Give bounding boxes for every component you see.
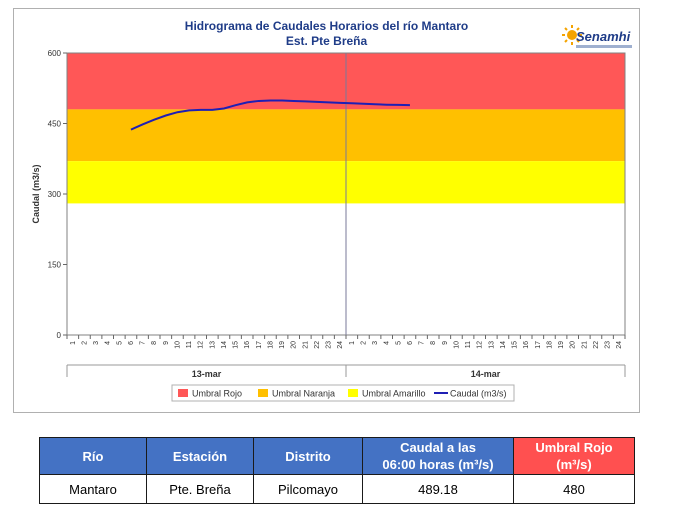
senamhi-logo: Senamhi xyxy=(562,17,632,57)
x-tick-label: 12 xyxy=(198,341,205,349)
sun-icon xyxy=(562,25,582,45)
x-tick-label: 13 xyxy=(488,341,495,349)
x-tick-label: 10 xyxy=(453,341,460,349)
table-row: Mantaro Pte. Breña Pilcomayo 489.18 480 xyxy=(39,474,635,504)
legend-swatch xyxy=(258,389,268,397)
x-tick-label: 11 xyxy=(186,341,193,348)
x-tick-label: 21 xyxy=(581,341,588,349)
x-tick-label: 8 xyxy=(430,341,437,345)
x-tick-label: 10 xyxy=(174,341,181,349)
legend-label: Umbral Naranja xyxy=(272,389,335,399)
y-tick-label: 450 xyxy=(48,120,62,129)
cell-rio: Mantaro xyxy=(39,474,147,504)
y-tick-label: 150 xyxy=(48,261,62,270)
x-tick-label: 2 xyxy=(81,341,88,345)
x-tick-label: 20 xyxy=(291,341,298,349)
y-tick-label: 600 xyxy=(48,49,62,58)
header-distrito: Distrito xyxy=(253,437,363,475)
legend-label: Umbral Amarillo xyxy=(362,389,426,399)
x-tick-label: 23 xyxy=(326,341,333,349)
x-tick-label: 1 xyxy=(349,341,356,345)
x-tick-label: 17 xyxy=(256,341,263,349)
x-tick-label: 12 xyxy=(477,341,484,349)
x-tick-label: 21 xyxy=(302,341,309,349)
series-line-caudal xyxy=(130,99,410,131)
x-tick-label: 17 xyxy=(535,341,542,349)
header-umbral-line1: Umbral Rojo xyxy=(535,440,613,455)
x-tick-label: 4 xyxy=(105,341,112,345)
x-tick-label: 18 xyxy=(546,341,553,349)
legend-label: Umbral Rojo xyxy=(192,389,242,399)
x-tick-label: 1 xyxy=(70,341,77,345)
x-tick-label: 22 xyxy=(593,341,600,349)
logo-underline xyxy=(576,45,632,48)
x-tick-label: 22 xyxy=(314,341,321,349)
header-umbral-line2: (m³/s) xyxy=(556,457,592,472)
header-estacion: Estación xyxy=(146,437,254,475)
x-tick-label: 19 xyxy=(279,341,286,349)
x-tick-label: 8 xyxy=(151,341,158,345)
x-tick-label: 18 xyxy=(267,341,274,349)
x-tick-label: 7 xyxy=(140,341,147,345)
day-label: 14-mar xyxy=(471,369,501,379)
x-tick-label: 19 xyxy=(558,341,565,349)
legend-swatch xyxy=(348,389,358,397)
x-tick-label: 16 xyxy=(523,341,530,349)
x-tick-label: 20 xyxy=(570,341,577,349)
legend-box xyxy=(171,384,515,402)
x-tick-label: 14 xyxy=(500,341,507,349)
chart-title: Hidrograma de Caudales Horarios del río … xyxy=(184,19,469,33)
x-tick-label: 9 xyxy=(163,341,170,345)
cell-umbral: 480 xyxy=(513,474,635,504)
logo-text: Senamhi xyxy=(576,29,631,44)
cell-estacion: Pte. Breña xyxy=(146,474,254,504)
x-tick-label: 4 xyxy=(384,341,391,345)
table-header-row: Río Estación Distrito Caudal a las 06:00… xyxy=(39,437,635,475)
y-tick-label: 300 xyxy=(48,190,62,199)
legend-label: Caudal (m3/s) xyxy=(450,389,507,399)
cell-caudal: 489.18 xyxy=(362,474,514,504)
day-label: 13-mar xyxy=(192,369,222,379)
legend-swatch xyxy=(178,389,188,397)
header-caudal-line2: 06:00 horas (m³/s) xyxy=(382,457,494,472)
x-tick-label: 15 xyxy=(512,341,519,349)
header-umbral-rojo: Umbral Rojo (m³/s) xyxy=(513,437,635,475)
x-tick-label: 7 xyxy=(419,341,426,345)
summary-table: Río Estación Distrito Caudal a las 06:00… xyxy=(39,437,635,504)
header-caudal-line1: Caudal a las xyxy=(400,440,476,455)
x-tick-label: 13 xyxy=(209,341,216,349)
y-tick-label: 0 xyxy=(57,331,62,340)
y-axis-label: Caudal (m3/s) xyxy=(31,164,41,223)
x-tick-label: 3 xyxy=(372,341,379,345)
x-tick-label: 14 xyxy=(221,341,228,349)
x-tick-label: 6 xyxy=(407,341,414,345)
x-tick-label: 5 xyxy=(395,341,402,345)
x-tick-label: 16 xyxy=(244,341,251,349)
x-tick-label: 24 xyxy=(337,341,344,349)
x-tick-label: 5 xyxy=(116,341,123,345)
x-tick-label: 11 xyxy=(465,341,472,348)
x-tick-label: 15 xyxy=(233,341,240,349)
x-tick-label: 23 xyxy=(605,341,612,349)
chart-subtitle: Est. Pte Breña xyxy=(285,34,368,48)
header-rio: Río xyxy=(39,437,147,475)
x-tick-label: 3 xyxy=(93,341,100,345)
x-tick-label: 6 xyxy=(128,341,135,345)
header-caudal: Caudal a las 06:00 horas (m³/s) xyxy=(362,437,514,475)
x-tick-label: 2 xyxy=(360,341,367,345)
chart-frame: Hidrograma de Caudales Horarios del río … xyxy=(13,8,640,413)
chart-title-block: Hidrograma de Caudales Horarios del río … xyxy=(14,19,639,49)
x-tick-label: 24 xyxy=(616,341,623,349)
x-tick-label: 9 xyxy=(442,341,449,345)
cell-distrito: Pilcomayo xyxy=(253,474,363,504)
